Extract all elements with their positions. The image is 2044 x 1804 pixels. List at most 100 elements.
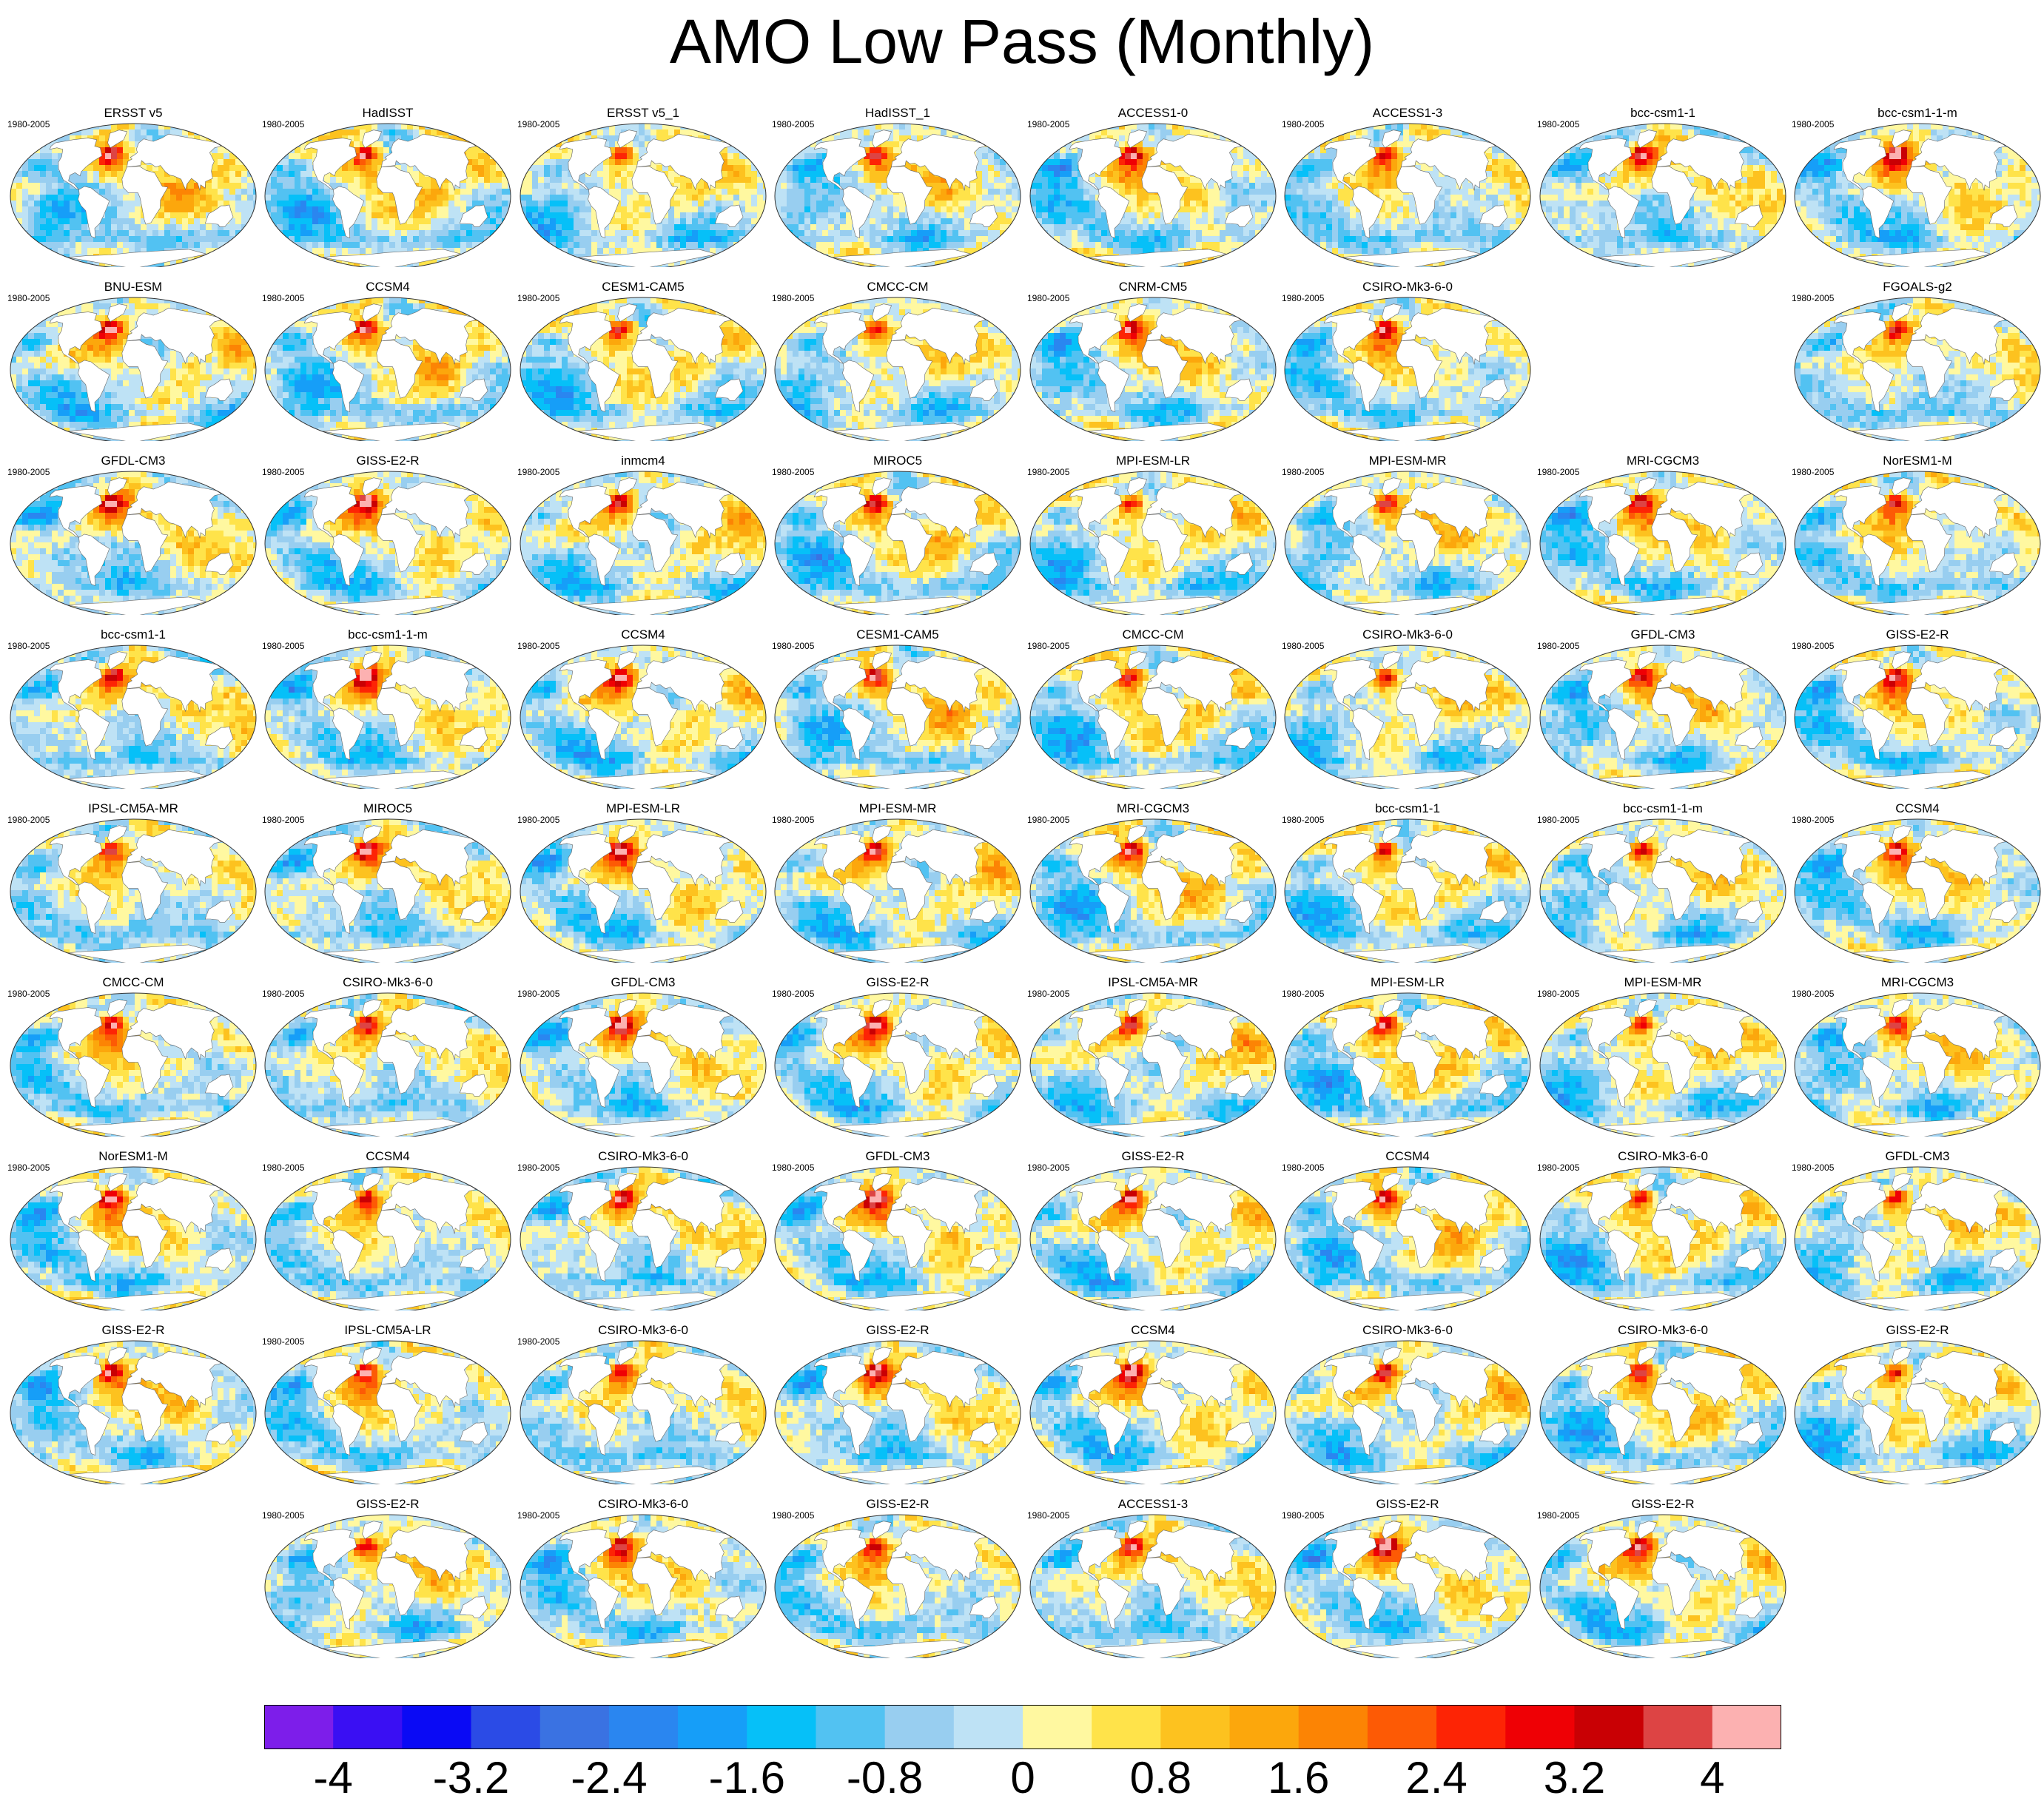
sst-field <box>1280 1158 1535 1310</box>
sst-field <box>6 289 260 441</box>
sst-field <box>1026 462 1280 615</box>
map-panel-field <box>1280 1158 1535 1310</box>
sst-field <box>770 636 1025 789</box>
sst-field <box>1026 115 1280 267</box>
map-panel-field <box>6 289 260 441</box>
sst-field <box>1280 462 1535 615</box>
colorbar-segment <box>678 1705 747 1749</box>
map-panel-field <box>260 810 515 963</box>
map-panel-field <box>1280 1506 1535 1658</box>
colorbar-tick-label: -4 <box>314 1752 353 1804</box>
map-panel-field <box>1790 810 2044 963</box>
map-panel-field <box>1790 289 2044 441</box>
map-panel-field <box>1536 1332 1790 1484</box>
sst-field <box>770 984 1025 1137</box>
sst-field <box>770 1332 1025 1484</box>
colorbar-segment <box>1023 1705 1092 1749</box>
colorbar-segment <box>471 1705 541 1749</box>
colorbar-segment <box>954 1705 1023 1749</box>
map-panel-field <box>6 810 260 963</box>
sst-field <box>1280 1506 1535 1658</box>
map-panel-field <box>1026 810 1280 963</box>
map-panel-field <box>1536 984 1790 1137</box>
sst-field <box>1536 1506 1790 1658</box>
colorbar-segment <box>333 1705 403 1749</box>
map-panel-field <box>1790 1332 2044 1484</box>
map-panel-field <box>260 289 515 441</box>
sst-field <box>1790 462 2044 615</box>
map-panel-field <box>770 810 1025 963</box>
sst-field <box>260 636 515 789</box>
sst-field <box>260 1506 515 1658</box>
sst-field <box>1280 1332 1535 1484</box>
map-panel-field <box>1280 984 1535 1137</box>
map-panel-field <box>1026 1332 1280 1484</box>
sst-field <box>1280 115 1535 267</box>
sst-field <box>1536 810 1790 963</box>
sst-field <box>1790 636 2044 789</box>
colorbar-tick-label: -0.8 <box>847 1752 923 1804</box>
colorbar-tick-label: 0 <box>1010 1752 1035 1804</box>
colorbar <box>264 1705 1781 1749</box>
map-panel-field <box>1536 462 1790 615</box>
sst-field <box>6 1158 260 1310</box>
map-panel: GISS-E2-R <box>1790 1323 2044 1484</box>
sst-field <box>260 1158 515 1310</box>
map-panel-field <box>1536 115 1790 267</box>
map-panel-field <box>6 1158 260 1310</box>
map-panel-field <box>260 984 515 1137</box>
map-panel: CSIRO-Mk3-6-0 <box>1536 1323 1790 1484</box>
colorbar-segment <box>1368 1705 1437 1749</box>
map-panel: CCSM4 <box>1026 1323 1280 1484</box>
map-panel-field <box>1790 636 2044 789</box>
colorbar-tick-label: 2.4 <box>1405 1752 1467 1804</box>
map-panel-field <box>516 1506 770 1658</box>
sst-field <box>260 1332 515 1484</box>
map-panel-field <box>516 636 770 789</box>
map-panel-field <box>6 1332 260 1484</box>
sst-field <box>6 810 260 963</box>
map-panel-field <box>516 1332 770 1484</box>
map-panel-field <box>1790 984 2044 1137</box>
colorbar-tick-label: 0.8 <box>1130 1752 1191 1804</box>
sst-field <box>1790 984 2044 1137</box>
sst-field <box>516 289 770 441</box>
map-panel-field <box>1280 289 1535 441</box>
sst-field <box>1536 984 1790 1137</box>
map-panel-field <box>770 289 1025 441</box>
sst-field <box>516 1506 770 1658</box>
sst-field <box>516 636 770 789</box>
sst-field <box>6 636 260 789</box>
sst-field <box>770 115 1025 267</box>
sst-field <box>516 984 770 1137</box>
map-panel-field <box>1026 462 1280 615</box>
sst-field <box>1280 984 1535 1137</box>
map-panel-field <box>1280 810 1535 963</box>
colorbar-segment <box>1160 1705 1230 1749</box>
map-panel-field <box>6 462 260 615</box>
sst-field <box>1026 289 1280 441</box>
